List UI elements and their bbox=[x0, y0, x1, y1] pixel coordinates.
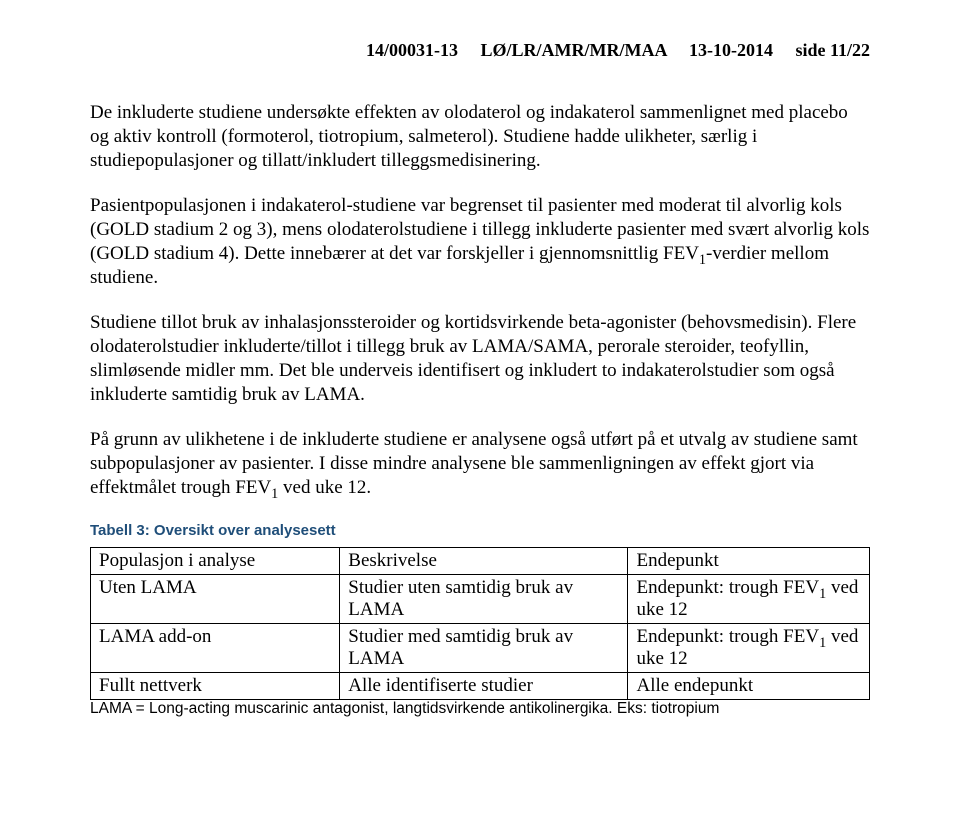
table-header-cell: Populasjon i analyse bbox=[91, 547, 340, 574]
paragraph-intro: De inkluderte studiene undersøkte effekt… bbox=[90, 101, 870, 172]
table-cell: Uten LAMA bbox=[91, 574, 340, 623]
doc-date: 13-10-2014 bbox=[689, 40, 773, 60]
table-cell: Endepunkt: trough FEV1 ved uke 12 bbox=[628, 623, 870, 672]
document-page: 14/00031-13 LØ/LR/AMR/MR/MAA 13-10-2014 … bbox=[0, 0, 960, 758]
table-cell: LAMA add-on bbox=[91, 623, 340, 672]
para-text-a: På grunn av ulikhetene i de inkluderte s… bbox=[90, 429, 858, 498]
subscript-1: 1 bbox=[699, 252, 706, 268]
page-header: 14/00031-13 LØ/LR/AMR/MR/MAA 13-10-2014 … bbox=[90, 40, 870, 61]
table-row: Fullt nettverk Alle identifiserte studie… bbox=[91, 672, 870, 699]
para-text-b: ved uke 12. bbox=[278, 477, 371, 498]
table-header-cell: Beskrivelse bbox=[340, 547, 628, 574]
table-cell: Studier med samtidig bruk av LAMA bbox=[340, 623, 628, 672]
table-cell: Endepunkt: trough FEV1 ved uke 12 bbox=[628, 574, 870, 623]
paragraph-studies: Studiene tillot bruk av inhalasjonsstero… bbox=[90, 311, 870, 406]
table-row: LAMA add-on Studier med samtidig bruk av… bbox=[91, 623, 870, 672]
table-cell: Fullt nettverk bbox=[91, 672, 340, 699]
paragraph-population: Pasientpopulasjonen i indakaterol-studie… bbox=[90, 194, 870, 289]
table-caption: Tabell 3: Oversikt over analysesett bbox=[90, 522, 870, 539]
table-cell: Studier uten samtidig bruk av LAMA bbox=[340, 574, 628, 623]
table-header-row: Populasjon i analyse Beskrivelse Endepun… bbox=[91, 547, 870, 574]
analysis-table: Populasjon i analyse Beskrivelse Endepun… bbox=[90, 547, 870, 700]
table-cell: Alle endepunkt bbox=[628, 672, 870, 699]
paragraph-analyses: På grunn av ulikhetene i de inkluderte s… bbox=[90, 428, 870, 499]
table-row: Uten LAMA Studier uten samtidig bruk av … bbox=[91, 574, 870, 623]
doc-code: LØ/LR/AMR/MR/MAA bbox=[480, 40, 666, 60]
cell-text-a: Endepunkt: trough FEV bbox=[636, 626, 819, 647]
page-number: side 11/22 bbox=[795, 40, 870, 60]
table-header-cell: Endepunkt bbox=[628, 547, 870, 574]
table-cell: Alle identifiserte studier bbox=[340, 672, 628, 699]
cell-text-a: Endepunkt: trough FEV bbox=[636, 577, 819, 598]
table-footnote: LAMA = Long-acting muscarinic antagonist… bbox=[90, 700, 870, 718]
doc-reference: 14/00031-13 bbox=[366, 40, 458, 60]
